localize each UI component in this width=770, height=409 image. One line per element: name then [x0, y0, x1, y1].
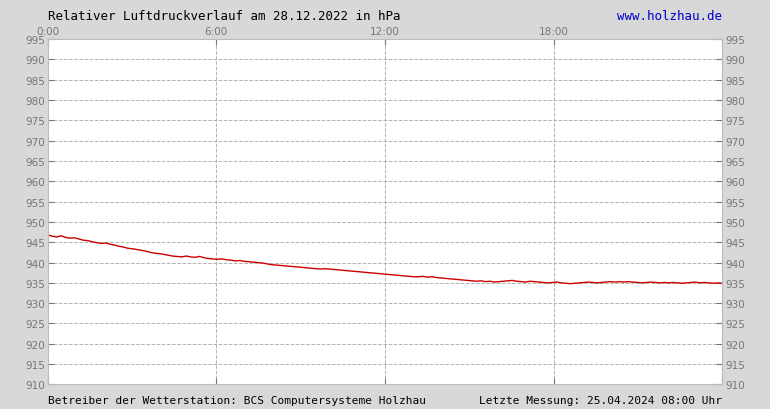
Text: Relativer Luftdruckverlauf am 28.12.2022 in hPa: Relativer Luftdruckverlauf am 28.12.2022… [48, 10, 400, 23]
Text: Letzte Messung: 25.04.2024 08:00 Uhr: Letzte Messung: 25.04.2024 08:00 Uhr [479, 395, 722, 405]
Text: Betreiber der Wetterstation: BCS Computersysteme Holzhau: Betreiber der Wetterstation: BCS Compute… [48, 395, 426, 405]
Text: www.holzhau.de: www.holzhau.de [618, 10, 722, 23]
